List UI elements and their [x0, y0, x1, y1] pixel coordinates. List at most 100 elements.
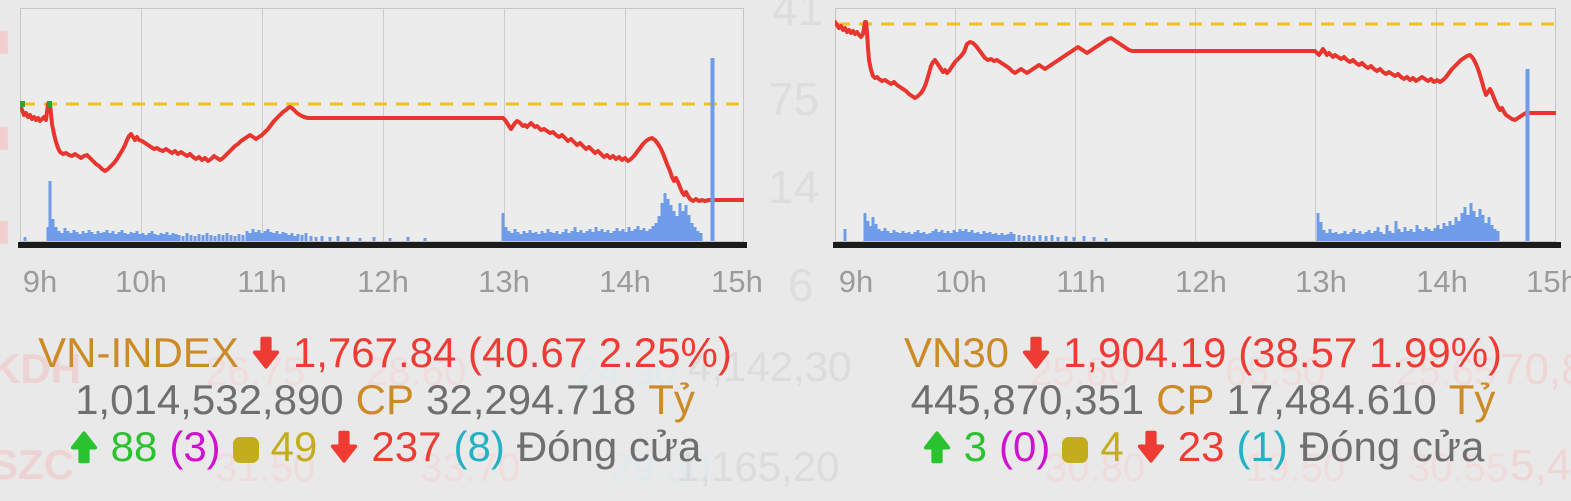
volume-bar	[597, 231, 601, 241]
volume-bar	[1092, 237, 1096, 241]
plot-background	[20, 8, 744, 242]
volume-bar	[1445, 226, 1449, 241]
volume-bar	[1475, 217, 1479, 241]
volume-bar	[558, 234, 562, 241]
volume-bar	[245, 231, 249, 241]
volume-bar	[135, 231, 139, 241]
change-down-arrow-icon	[251, 336, 281, 370]
volume-bar	[1050, 235, 1054, 241]
volume-bar	[1436, 225, 1440, 241]
volume-bar	[874, 224, 878, 241]
volume-bar	[997, 235, 1001, 241]
volume-bar	[1379, 232, 1383, 241]
volume-bar	[869, 226, 873, 241]
volume-bar	[201, 235, 205, 241]
volume-bar	[907, 232, 911, 241]
volume-bar	[522, 231, 526, 241]
volume-bar	[233, 236, 237, 241]
volume-bar	[147, 233, 151, 241]
volume-bar	[1385, 225, 1389, 241]
hour-label-9h: 9h	[22, 264, 58, 299]
volume-bar	[314, 237, 318, 241]
volume-bar	[1361, 234, 1365, 241]
volume-bar	[510, 233, 514, 241]
volume-bar	[1418, 229, 1422, 241]
volume-bar	[949, 233, 953, 241]
volume-bar	[141, 233, 145, 241]
price-line	[835, 20, 1556, 122]
background-ghost-text: ▮	[0, 120, 11, 153]
volume-bar	[150, 231, 154, 241]
volume-bar	[937, 232, 941, 241]
hour-label-14h: 14h	[1416, 264, 1468, 299]
volume-bar	[197, 234, 201, 241]
volume-bar	[684, 205, 688, 241]
hour-label-13h: 13h	[478, 264, 530, 299]
volume-bar	[1038, 235, 1042, 241]
volume-bar	[23, 237, 27, 241]
volume-bar	[678, 203, 682, 241]
volume-bar	[269, 232, 273, 241]
vn30-intraday-chart[interactable]	[835, 8, 1556, 242]
unchanged-count: 49	[270, 422, 318, 470]
volume-bar	[1457, 221, 1461, 241]
volume-bar	[1340, 233, 1344, 241]
volume-bar	[880, 231, 884, 241]
volume-bar	[108, 233, 112, 241]
volume-bar	[922, 232, 926, 241]
volume-bar	[309, 236, 313, 241]
decliners-count: 237	[371, 422, 442, 470]
volume-bar	[96, 231, 100, 241]
advancers-count: 88	[110, 422, 158, 470]
volume-bar	[1442, 223, 1446, 241]
hour-label-12h: 12h	[357, 264, 409, 299]
volume-bar	[225, 233, 229, 241]
background-ghost-text: ▮	[0, 24, 11, 57]
volume-bar	[266, 229, 270, 241]
volume-bar	[1490, 225, 1494, 241]
volume-bar	[102, 232, 106, 241]
background-ghost-text: 6	[788, 259, 814, 311]
volume-shares: 1,014,532,890	[75, 375, 344, 423]
volume-bar	[423, 238, 427, 241]
volume-bar	[669, 205, 673, 241]
vnindex-intraday-chart[interactable]	[20, 8, 744, 242]
volume-bar	[272, 233, 276, 241]
volume-bar	[946, 231, 950, 241]
ty-label: Tỷ	[648, 375, 695, 423]
decliners-down-arrow-icon	[1136, 430, 1166, 464]
volume-bar	[549, 232, 553, 241]
floor-count: (8)	[453, 422, 505, 470]
index-name: VN-INDEX	[38, 328, 239, 376]
volume-bar	[886, 231, 890, 241]
volume-bar	[284, 233, 288, 241]
volume-bar	[883, 228, 887, 241]
volume-bar	[630, 231, 634, 241]
volume-bar	[1027, 235, 1031, 241]
volume-bar	[639, 230, 643, 241]
volume-bar	[863, 213, 867, 241]
volume-bar	[654, 223, 658, 241]
volume-bar	[205, 233, 209, 241]
vn30-stats-block: VN30 1,904.19 (38.57 1.99%) 445,870,351 CP 1…	[838, 329, 1568, 470]
volume-bar	[621, 229, 625, 241]
volume-bar	[69, 233, 73, 241]
volume-bar	[579, 230, 583, 241]
volume-bar	[1358, 231, 1362, 241]
volume-bar	[690, 223, 694, 241]
volume-bar	[1463, 207, 1467, 241]
hour-label-11h: 11h	[1056, 264, 1106, 299]
plot-border	[20, 8, 744, 242]
volume-bar	[913, 232, 917, 241]
stats-row-1: VN-INDEX 1,767.84 (40.67 2.25%)	[20, 329, 750, 376]
volume-bar	[278, 234, 282, 241]
volume-bar	[181, 236, 185, 241]
volume-bar	[528, 230, 532, 241]
vnindex-chart-axis-line	[18, 242, 747, 248]
volume-bar	[1044, 236, 1048, 241]
volume-bar	[281, 232, 285, 241]
volume-bar	[985, 233, 989, 241]
volume-bar	[1454, 217, 1458, 241]
volume-bar	[1349, 232, 1353, 241]
volume-bar	[177, 235, 181, 241]
